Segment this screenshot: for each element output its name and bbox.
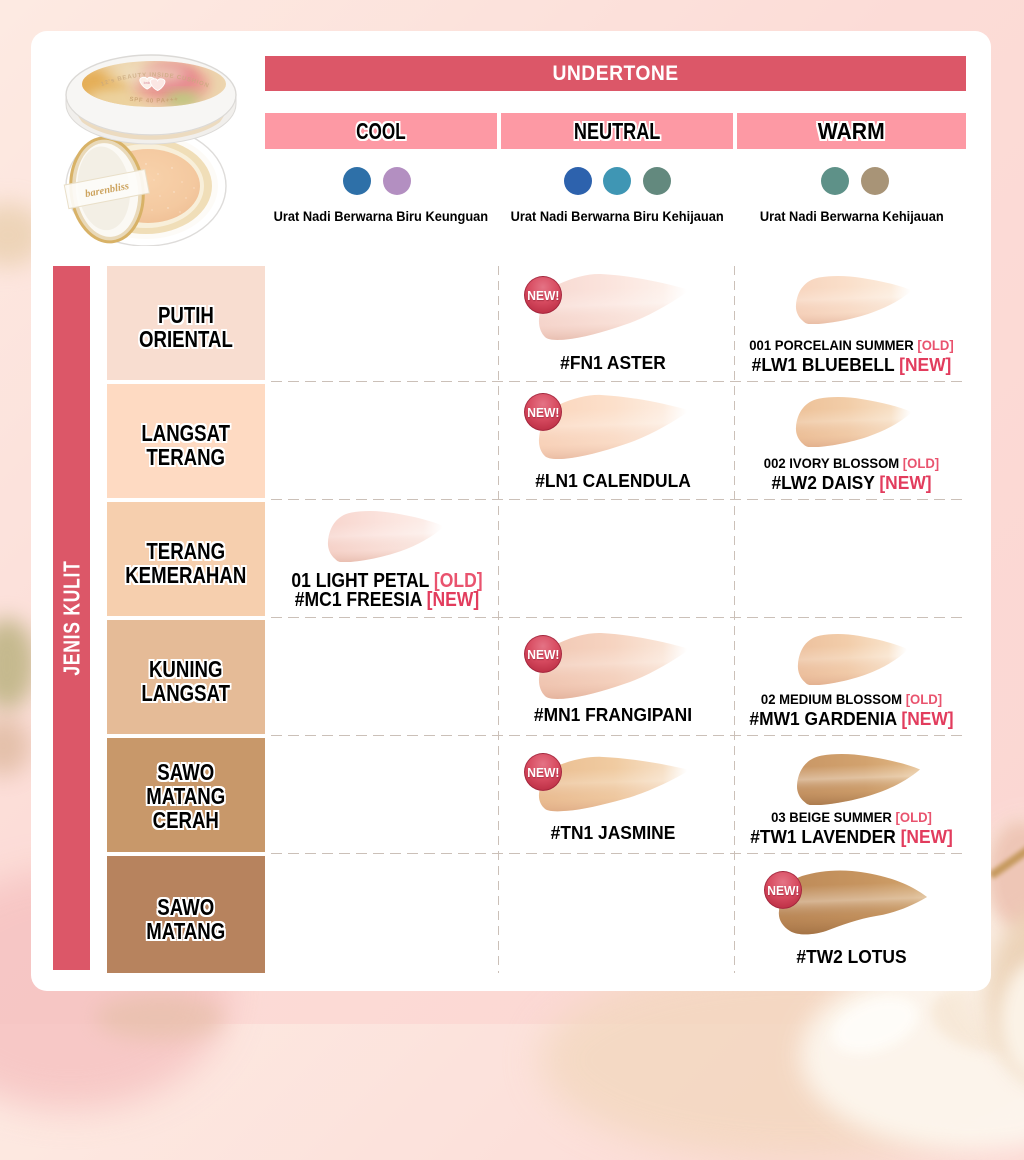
svg-text:SPF 40 PA+++: SPF 40 PA+++ [129,97,179,105]
svg-text:bnb: bnb [144,81,150,85]
